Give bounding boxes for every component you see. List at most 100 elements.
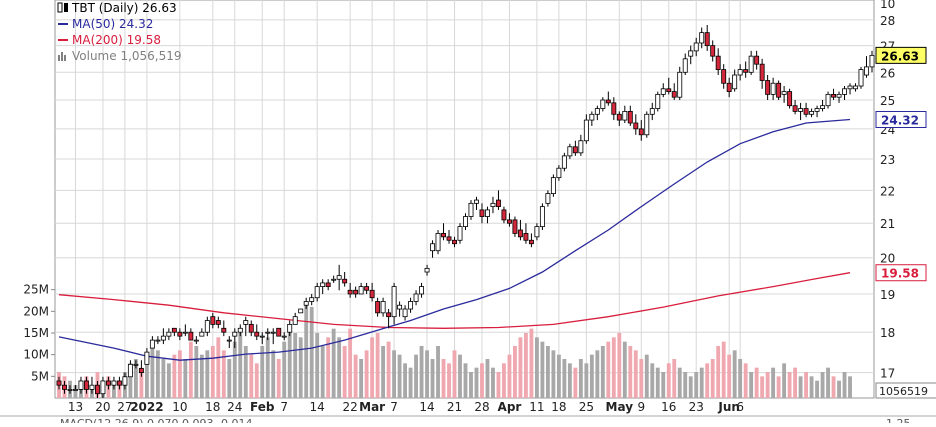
candle-body	[182, 331, 188, 334]
volume-bar	[133, 359, 138, 398]
legend-candle-icon	[57, 2, 63, 13]
price-tick-label: 26	[880, 66, 895, 80]
candle-body	[215, 320, 221, 325]
volume-bar	[293, 333, 298, 398]
candle-body	[479, 209, 485, 217]
candle-body	[638, 128, 644, 136]
volume-bar	[551, 350, 556, 398]
volume-bar	[716, 346, 721, 398]
candle-body	[490, 202, 496, 208]
candle-body	[671, 91, 677, 98]
volume-bar	[315, 333, 320, 398]
volume-bar	[644, 354, 649, 398]
volume-bar	[337, 337, 342, 398]
candle-body	[221, 327, 227, 333]
volume-bar	[524, 333, 528, 398]
candle-body	[144, 351, 150, 365]
ma50-line	[58, 118, 851, 361]
volume-bar	[243, 346, 248, 398]
candle-body	[67, 389, 73, 391]
volume-bar	[776, 376, 781, 398]
candle-body	[699, 32, 705, 44]
candle-body	[534, 226, 540, 238]
volume-bar	[831, 376, 836, 398]
candle-body	[73, 389, 78, 391]
volume-bar	[600, 346, 605, 398]
candle-body	[325, 282, 331, 287]
volume-bar	[331, 328, 336, 398]
candle-body	[682, 58, 688, 73]
price-tick-label: 25	[880, 94, 895, 108]
candle-body	[435, 233, 441, 252]
candle-body	[111, 380, 117, 386]
price-badge-box	[875, 264, 927, 282]
candle-body	[666, 88, 672, 92]
volume-tick-label: 15M	[23, 326, 49, 340]
volume-bar	[276, 359, 281, 398]
volume-bar	[73, 385, 78, 398]
ma50-series	[58, 118, 851, 361]
volume-bar	[826, 367, 830, 398]
candle-body	[864, 66, 869, 76]
volume-bar	[271, 350, 276, 398]
volume-bar	[837, 380, 841, 398]
candle-body	[644, 113, 650, 136]
volume-bar	[793, 367, 798, 398]
time-tick-label: 22	[343, 400, 358, 414]
volume-bar	[617, 333, 622, 398]
candle-body	[660, 88, 666, 95]
volume-bar	[210, 346, 215, 398]
volume-bar	[447, 363, 451, 398]
volume-bar	[721, 341, 726, 398]
volume-bar	[172, 354, 177, 398]
candle-body	[748, 55, 754, 73]
volume-tick-label: 25M	[23, 283, 49, 297]
candle-body	[364, 286, 370, 291]
candle-body	[759, 63, 765, 81]
volume-bar	[606, 341, 611, 398]
volume-bar	[688, 376, 693, 398]
time-tick-label: 23	[689, 400, 704, 414]
legend-bar-icon	[61, 52, 63, 61]
time-tick-label: 16	[661, 400, 676, 414]
volume-bar	[622, 341, 627, 398]
candle-body	[276, 327, 282, 337]
volume-bar	[578, 359, 583, 398]
candle-body	[386, 312, 392, 318]
candle-body	[655, 93, 661, 109]
volume-bar	[359, 359, 364, 398]
candle-body	[474, 199, 479, 204]
candle-body	[303, 301, 309, 306]
volume-bar	[386, 341, 391, 398]
volume-bar	[611, 337, 616, 398]
candle-body	[594, 108, 600, 115]
volume-bar	[304, 302, 309, 398]
candle-body	[210, 316, 216, 325]
candle-body	[336, 275, 342, 280]
candle-body	[358, 286, 364, 295]
volume-bar	[513, 346, 517, 398]
candle-body	[193, 339, 199, 342]
volume-bar	[848, 376, 852, 398]
candle-body	[199, 331, 205, 337]
volume-bar	[370, 337, 375, 398]
volume-bar	[815, 380, 819, 398]
volume-bar	[502, 363, 506, 398]
ma200-series	[58, 272, 851, 329]
volume-bar	[683, 372, 688, 398]
candle-body	[578, 140, 584, 154]
price-tick-label: 21	[880, 217, 895, 231]
candle-body	[688, 50, 694, 57]
volume-bar	[469, 372, 473, 398]
volume-bar	[787, 372, 792, 398]
time-tick-label: 9	[637, 400, 645, 414]
candle-body	[309, 297, 315, 302]
candle-body	[397, 304, 403, 310]
candle-body	[485, 209, 490, 217]
candle-body	[446, 236, 452, 241]
volume-bar	[441, 359, 446, 398]
volume-bar	[425, 350, 429, 398]
candle-body	[116, 380, 122, 386]
volume-bar	[732, 350, 737, 398]
price-tick-label: 23	[880, 153, 895, 167]
